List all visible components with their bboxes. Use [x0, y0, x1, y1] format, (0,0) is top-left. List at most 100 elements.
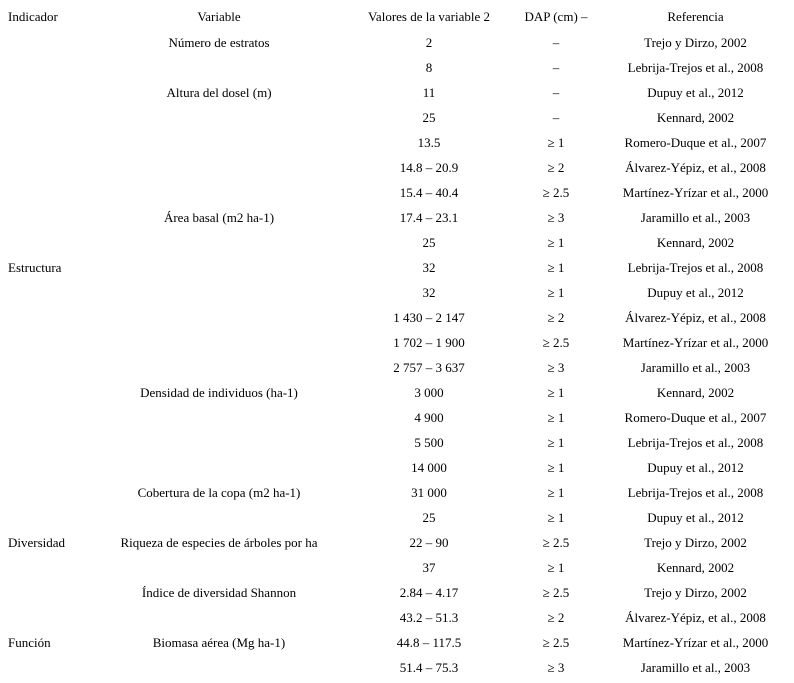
dap-cell: ≥ 2.5 — [542, 185, 570, 200]
dap-cell: ≥ 1 — [547, 235, 565, 250]
value-cell: 25 — [422, 510, 436, 525]
table-header-row: Indicador Variable Valores de la variabl… — [0, 2, 794, 30]
indicator-cell: Estructura — [8, 260, 62, 275]
variable-cell: Altura del dosel (m) — [166, 85, 272, 100]
dap-cell: – — [552, 110, 560, 125]
value-cell: 44.8 – 117.5 — [396, 635, 462, 650]
table-row: 25 ≥ 1 Dupuy et al., 2012 — [0, 505, 794, 530]
table-row: 13.5 ≥ 1 Romero-Duque et al., 2007 — [0, 130, 794, 155]
table-body: Número de estratos 2 – Trejo y Dirzo, 20… — [0, 30, 794, 680]
table-row: 37 ≥ 1 Kennard, 2002 — [0, 555, 794, 580]
header-valores: Valores de la variable 2 — [367, 8, 490, 24]
header-indicador: Indicador — [8, 8, 58, 24]
variable-cell: Riqueza de especies de árboles por ha — [120, 535, 318, 550]
value-cell: 1 702 – 1 900 — [393, 335, 465, 350]
dap-cell: ≥ 1 — [547, 385, 565, 400]
dap-cell: – — [552, 35, 560, 50]
table-row: Densidad de individuos (ha-1) 3 000 ≥ 1 … — [0, 380, 794, 405]
reference-cell: Jaramillo et al., 2003 — [640, 210, 751, 225]
table-row: Altura del dosel (m) 11 – Dupuy et al., … — [0, 80, 794, 105]
value-cell: 2.84 – 4.17 — [399, 585, 459, 600]
dap-cell: – — [552, 85, 560, 100]
value-cell: 22 – 90 — [409, 535, 449, 550]
dap-cell: ≥ 2.5 — [542, 585, 570, 600]
table-row: 14 000 ≥ 1 Dupuy et al., 2012 — [0, 455, 794, 480]
value-cell: 5 500 — [414, 435, 444, 450]
dap-cell: ≥ 1 — [547, 410, 565, 425]
header-referencia: Referencia — [667, 8, 724, 24]
variable-cell: Número de estratos — [168, 35, 270, 50]
table-row: 15.4 – 40.4 ≥ 2.5 Martínez-Yrízar et al.… — [0, 180, 794, 205]
reference-cell: Dupuy et al., 2012 — [647, 285, 744, 300]
reference-cell: Kennard, 2002 — [656, 385, 735, 400]
reference-cell: Dupuy et al., 2012 — [647, 460, 744, 475]
reference-cell: Kennard, 2002 — [656, 110, 735, 125]
table-row: Área basal (m2 ha-1) 17.4 – 23.1 ≥ 3 Jar… — [0, 205, 794, 230]
value-cell: 3 000 — [414, 385, 444, 400]
reference-cell: Lebrija-Trejos et al., 2008 — [627, 260, 764, 275]
dap-cell: ≥ 1 — [547, 460, 565, 475]
reference-cell: Kennard, 2002 — [656, 560, 735, 575]
table-row: 25 ≥ 1 Kennard, 2002 — [0, 230, 794, 255]
variable-cell: Cobertura de la copa (m2 ha-1) — [137, 485, 301, 500]
indicator-cell: Diversidad — [8, 535, 66, 550]
table-row: 32 ≥ 1 Dupuy et al., 2012 — [0, 280, 794, 305]
table-row: Número de estratos 2 – Trejo y Dirzo, 20… — [0, 30, 794, 55]
value-cell: 15.4 – 40.4 — [399, 185, 459, 200]
dap-cell: ≥ 2 — [547, 610, 565, 625]
header-variable: Variable — [197, 8, 241, 24]
value-cell: 14 000 — [411, 460, 447, 475]
reference-cell: Trejo y Dirzo, 2002 — [644, 535, 747, 550]
reference-cell: Lebrija-Trejos et al., 2008 — [627, 435, 764, 450]
table-row: Estructura 32 ≥ 1 Lebrija-Trejos et al.,… — [0, 255, 794, 280]
value-cell: 8 — [425, 60, 433, 75]
table-row: 25 – Kennard, 2002 — [0, 105, 794, 130]
table-row: Índice de diversidad Shannon 2.84 – 4.17… — [0, 580, 794, 605]
reference-cell: Kennard, 2002 — [656, 235, 735, 250]
value-cell: 25 — [422, 110, 436, 125]
variable-cell: Densidad de individuos (ha-1) — [140, 385, 298, 400]
dap-cell: ≥ 1 — [547, 560, 565, 575]
table-row: 8 – Lebrija-Trejos et al., 2008 — [0, 55, 794, 80]
value-cell: 11 — [422, 85, 436, 100]
reference-cell: Romero-Duque et al., 2007 — [624, 410, 767, 425]
reference-cell: Romero-Duque et al., 2007 — [624, 135, 767, 150]
value-cell: 37 — [422, 560, 436, 575]
variable-cell: Biomasa aérea (Mg ha-1) — [152, 635, 286, 650]
table-row: Función Biomasa aérea (Mg ha-1) 44.8 – 1… — [0, 630, 794, 655]
dap-cell: ≥ 1 — [547, 260, 565, 275]
reference-cell: Martínez-Yrízar et al., 2000 — [622, 185, 769, 200]
table-row: 43.2 – 51.3 ≥ 2 Álvarez-Yépiz, et al., 2… — [0, 605, 794, 630]
dap-cell: ≥ 2 — [547, 310, 565, 325]
dap-cell: ≥ 2.5 — [542, 535, 570, 550]
variable-cell: Índice de diversidad Shannon — [141, 585, 297, 600]
dap-cell: ≥ 2 — [547, 160, 565, 175]
header-dap: DAP (cm) – — [524, 8, 588, 24]
reference-cell: Lebrija-Trejos et al., 2008 — [627, 60, 764, 75]
dap-cell: ≥ 3 — [547, 660, 565, 675]
variable-cell: Área basal (m2 ha-1) — [163, 210, 275, 225]
table-row: 1 702 – 1 900 ≥ 2.5 Martínez-Yrízar et a… — [0, 330, 794, 355]
reference-cell: Trejo y Dirzo, 2002 — [644, 585, 747, 600]
value-cell: 31 000 — [411, 485, 447, 500]
value-cell: 2 757 – 3 637 — [393, 360, 465, 375]
value-cell: 43.2 – 51.3 — [399, 610, 459, 625]
dap-cell: ≥ 2.5 — [542, 635, 570, 650]
dap-cell: – — [552, 60, 560, 75]
dap-cell: ≥ 3 — [547, 210, 565, 225]
value-cell: 17.4 – 23.1 — [399, 210, 459, 225]
value-cell: 51.4 – 75.3 — [399, 660, 459, 675]
dap-cell: ≥ 1 — [547, 485, 565, 500]
table-row: Cobertura de la copa (m2 ha-1) 31 000 ≥ … — [0, 480, 794, 505]
reference-cell: Álvarez-Yépiz, et al., 2008 — [625, 160, 766, 175]
dap-cell: ≥ 1 — [547, 510, 565, 525]
value-cell: 32 — [422, 285, 436, 300]
table-row: Diversidad Riqueza de especies de árbole… — [0, 530, 794, 555]
reference-cell: Martínez-Yrízar et al., 2000 — [622, 635, 769, 650]
dap-cell: ≥ 2.5 — [542, 335, 570, 350]
dap-cell: ≥ 1 — [547, 435, 565, 450]
reference-cell: Álvarez-Yépiz, et al., 2008 — [625, 310, 766, 325]
dap-cell: ≥ 3 — [547, 360, 565, 375]
